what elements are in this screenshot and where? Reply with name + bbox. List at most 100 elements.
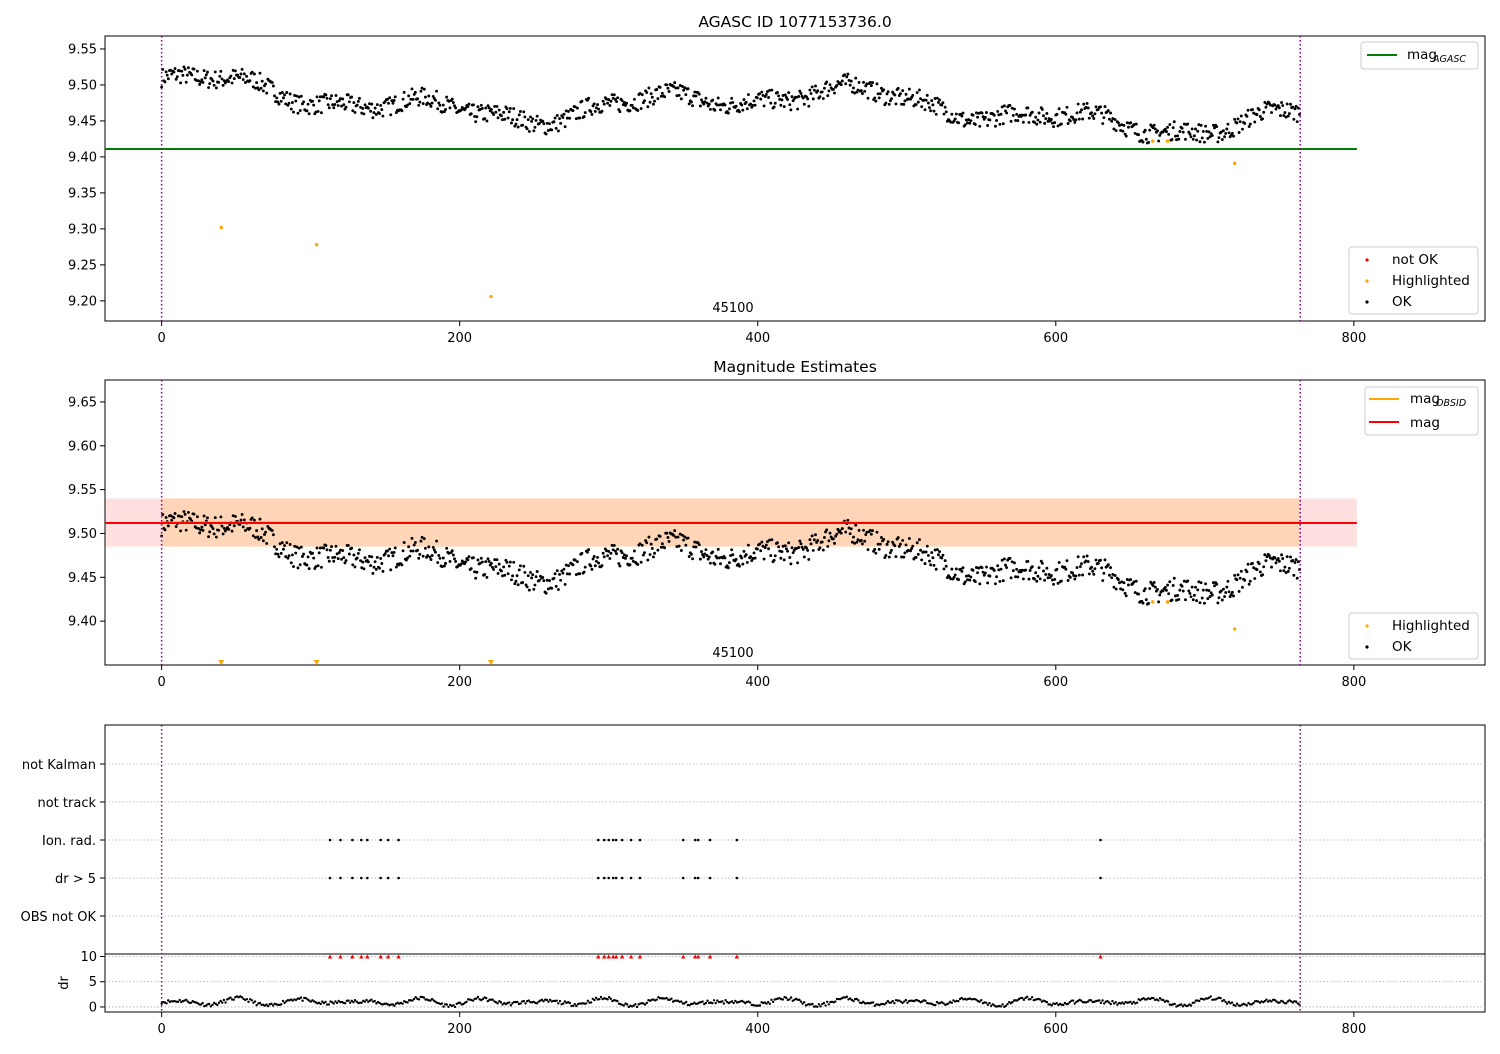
panel2-ok-point xyxy=(347,552,351,556)
dr-point xyxy=(319,1002,322,1006)
panel2-ok-point xyxy=(960,569,964,573)
panel1-ok-point xyxy=(370,102,374,106)
panel1-ok-point xyxy=(788,103,792,107)
panel1-ok-point xyxy=(783,93,787,97)
panel2-ok-point xyxy=(825,528,829,532)
panel2-ok-point xyxy=(1030,565,1034,569)
dr-point xyxy=(509,1004,513,1007)
panel2-ok-point xyxy=(784,547,788,551)
panel2-ok-point xyxy=(1163,585,1167,589)
panel2-legend-mag-label: mag xyxy=(1410,415,1440,431)
panel1-ok-point xyxy=(530,119,534,123)
panel2-ok-point xyxy=(593,564,597,568)
panel2-ok-point xyxy=(1224,591,1228,594)
dr-point xyxy=(1062,1003,1065,1007)
panel1-ok-point xyxy=(893,93,897,97)
panel1-ok-point xyxy=(715,103,719,107)
panel2-ok-point xyxy=(489,561,493,565)
panel1-ok-point xyxy=(380,108,384,112)
panel2-ok-point xyxy=(1121,588,1125,592)
panel1-ok-point xyxy=(522,110,526,114)
panel2-ok-point xyxy=(273,545,276,549)
panel2-ok-point xyxy=(894,555,898,559)
panel1-ok-point xyxy=(780,98,784,102)
panel1-ok-point xyxy=(916,100,920,104)
panel1-ok-point xyxy=(1294,104,1298,108)
panel2-ok-point xyxy=(715,556,719,560)
panel2-ok-point xyxy=(532,587,536,591)
panel2-ok-point xyxy=(1258,570,1262,574)
dr-point xyxy=(871,1001,875,1004)
dr-point xyxy=(391,1003,394,1006)
panel2-ok-point xyxy=(437,553,441,557)
panel2-ok-point xyxy=(164,516,168,519)
panel2-ok-point xyxy=(529,570,532,574)
panel2-ok-point xyxy=(276,552,280,556)
dr-clipped-marker xyxy=(681,954,686,959)
dr-point xyxy=(1080,999,1083,1002)
panel2-ok-point xyxy=(340,557,344,561)
panel2-ok-point xyxy=(372,565,376,569)
dr-point xyxy=(355,1000,358,1003)
flag-ion-rad-point xyxy=(607,838,611,842)
panel1-ok-point xyxy=(1264,105,1268,109)
dr-clipped-marker xyxy=(338,954,343,959)
panel1-ok-point xyxy=(1255,113,1259,117)
panel2-ok-point xyxy=(1187,589,1191,593)
panel1-ok-point xyxy=(381,114,385,118)
panel1-ok-point xyxy=(1073,120,1077,124)
panel1-ok-point xyxy=(1056,124,1060,128)
panel2-ok-point xyxy=(212,532,216,536)
panel1-ok-point xyxy=(1119,128,1123,132)
panel2-ok-point xyxy=(753,556,757,560)
panel1-ok-point xyxy=(499,114,503,118)
panel1-legend-agasc-label: mag xyxy=(1407,47,1437,63)
panel2-ok-point xyxy=(1222,587,1225,591)
panel1-ok-point xyxy=(1276,104,1280,107)
panel1-ok-point xyxy=(245,74,249,78)
panel1-ok-point xyxy=(1246,108,1250,112)
dr-clipped-marker xyxy=(695,954,701,959)
panel2-ok-point xyxy=(609,551,613,555)
panel1-ok-point xyxy=(502,110,506,114)
panel2-ok-point xyxy=(1090,565,1094,569)
panel2-ok-point xyxy=(1181,589,1185,593)
panel1-ok-point xyxy=(703,100,707,104)
panel2-ok-point xyxy=(1219,589,1223,593)
panel2-ok-point xyxy=(713,562,717,566)
dr-point xyxy=(299,996,303,999)
panel1-ok-point xyxy=(187,66,190,70)
panel2-ok-point xyxy=(1057,561,1061,564)
panel2-ok-point xyxy=(698,557,702,561)
panel1-ok-point xyxy=(764,93,768,96)
panel2-ok-point xyxy=(1177,597,1181,601)
dr-point xyxy=(891,999,894,1003)
panel2-ok-point xyxy=(163,528,167,532)
panel1-ok-point xyxy=(1248,122,1252,126)
dr-point xyxy=(365,998,368,1002)
dr-point xyxy=(422,996,426,999)
panel2-ok-point xyxy=(665,531,669,535)
panel2-ok-point xyxy=(559,578,563,582)
panel1-ok-point xyxy=(1044,117,1048,121)
dr-point xyxy=(811,1002,814,1006)
panel1-ok-point xyxy=(170,72,174,76)
panel1-ok-point xyxy=(239,72,243,76)
panel1-ok-point xyxy=(322,95,326,99)
panel2-ok-point xyxy=(969,575,973,579)
flag-dr-point xyxy=(596,876,600,880)
panel2-ok-point xyxy=(161,513,165,516)
panel2-ok-point xyxy=(565,572,569,576)
panel1-ok-point xyxy=(1241,127,1244,131)
dr-point xyxy=(224,1001,227,1004)
panel1-ok-point xyxy=(1111,117,1115,121)
panel2-ok-point xyxy=(1198,601,1202,605)
dr-clipped-marker xyxy=(637,954,643,959)
flag-dr-point xyxy=(696,876,700,880)
dr-point xyxy=(975,998,978,1001)
panel2-ok-point xyxy=(401,549,405,553)
dr-point xyxy=(1193,1001,1196,1004)
dr-point xyxy=(906,1001,909,1004)
dr-point xyxy=(594,996,598,1000)
panel1-ok-point xyxy=(833,91,836,95)
